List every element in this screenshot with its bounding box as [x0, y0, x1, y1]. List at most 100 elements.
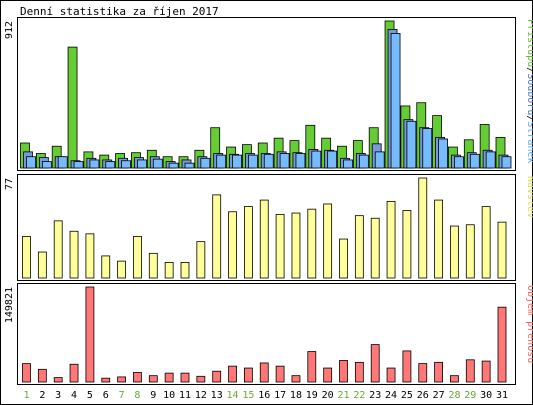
bar-visits-n-v-t-v-day-28: [450, 225, 459, 279]
x-tick-label-day-27: 27: [433, 390, 445, 401]
y-max-label-hits: 912: [4, 21, 15, 39]
legend-visits: Návštěv: [525, 176, 533, 218]
x-tick-label-day-3: 3: [55, 390, 61, 401]
bar-hits-str-nek-day-16: [263, 153, 274, 169]
x-tick-label-day-7: 7: [119, 390, 125, 401]
legend-entry: Přístupů: [525, 19, 533, 67]
bar-visits-n-v-t-v-day-23: [370, 217, 380, 279]
legend-traffic: Objem přenosu: [525, 285, 533, 363]
bar-traffic-objem-p-enosu-day-25: [402, 350, 412, 383]
bar-visits-n-v-t-v-day-6: [101, 255, 111, 279]
x-tick-label-day-15: 15: [242, 390, 254, 401]
bar-visits-n-v-t-v-day-29: [465, 224, 475, 279]
panels-group: 912Přístupů/Souborů/Stránek77Návštěv1498…: [4, 17, 533, 385]
bar-visits-n-v-t-v-day-14: [228, 211, 237, 279]
x-tick-label-day-16: 16: [258, 390, 270, 401]
bar-hits-str-nek-day-6: [105, 161, 116, 169]
bar-hits-str-nek-day-14: [232, 154, 242, 169]
bar-traffic-objem-p-enosu-day-29: [465, 359, 475, 383]
bar-visits-n-v-t-v-day-30: [481, 206, 491, 279]
bar-traffic-objem-p-enosu-day-27: [434, 361, 444, 383]
x-tick-label-day-30: 30: [480, 390, 492, 401]
bar-visits-n-v-t-v-day-24: [386, 200, 396, 279]
bar-hits-str-nek-day-19: [311, 150, 322, 169]
bar-visits-n-v-t-v-day-2: [37, 251, 47, 279]
bar-visits-n-v-t-v-day-20: [323, 203, 333, 279]
bar-hits-str-nek-day-4: [73, 161, 84, 169]
bar-traffic-objem-p-enosu-day-18: [291, 375, 301, 383]
bar-hits-str-nek-day-25: [406, 120, 417, 169]
bar-traffic-objem-p-enosu-day-2: [37, 368, 47, 383]
bar-hits-str-nek-day-12: [200, 157, 211, 169]
legend-separator: /: [525, 67, 533, 73]
bar-traffic-objem-p-enosu-day-1: [22, 363, 31, 383]
bar-traffic-objem-p-enosu-day-14: [228, 365, 237, 383]
bar-hits-str-nek-day-28: [454, 156, 464, 169]
bar-traffic-objem-p-enosu-day-22: [354, 361, 364, 383]
bar-visits-n-v-t-v-day-25: [402, 210, 412, 279]
bar-visits-n-v-t-v-day-27: [434, 199, 444, 279]
bar-traffic-objem-p-enosu-day-19: [307, 351, 317, 383]
y-max-label-traffic: 149821: [4, 287, 15, 323]
bar-hits-str-nek-day-5: [89, 159, 100, 169]
bar-hits-str-nek-day-24: [390, 33, 401, 169]
bar-visits-n-v-t-v-day-17: [275, 213, 285, 279]
legend-entry: Stránek: [525, 121, 533, 163]
bar-traffic-objem-p-enosu-day-30: [481, 360, 491, 383]
bar-visits-n-v-t-v-day-26: [418, 177, 428, 279]
bar-traffic-objem-p-enosu-day-11: [180, 372, 190, 383]
bar-hits-str-nek-day-1: [26, 156, 36, 169]
x-tick-label-day-19: 19: [306, 390, 318, 401]
bar-traffic-objem-p-enosu-day-15: [243, 367, 253, 383]
bar-hits-str-nek-day-18: [295, 153, 306, 169]
x-tick-label-day-22: 22: [353, 390, 365, 401]
x-tick-label-day-14: 14: [227, 390, 239, 401]
bar-hits-str-nek-day-23: [374, 151, 385, 169]
x-tick-label-day-20: 20: [322, 390, 334, 401]
bar-traffic-objem-p-enosu-day-7: [117, 376, 126, 383]
bar-visits-n-v-t-v-day-12: [196, 241, 206, 279]
x-tick-label-day-12: 12: [195, 390, 207, 401]
bar-traffic-objem-p-enosu-day-28: [450, 375, 459, 383]
bar-visits-n-v-t-v-day-3: [53, 220, 63, 279]
bar-traffic-objem-p-enosu-day-8: [133, 372, 142, 383]
bar-visits-n-v-t-v-day-9: [148, 252, 158, 279]
bar-traffic-objem-p-enosu-day-31: [497, 306, 507, 383]
bar-hits-str-nek-day-21: [343, 159, 353, 169]
bar-traffic-objem-p-enosu-day-6: [101, 377, 111, 383]
bar-visits-n-v-t-v-day-10: [164, 262, 174, 279]
bar-traffic-objem-p-enosu-day-21: [339, 360, 348, 383]
bar-traffic-objem-p-enosu-day-24: [386, 367, 396, 383]
bar-traffic-objem-p-enosu-day-13: [212, 370, 222, 383]
bar-traffic-objem-p-enosu-day-4: [69, 363, 79, 383]
bar-visits-n-v-t-v-day-22: [354, 215, 364, 279]
x-tick-label-day-26: 26: [417, 390, 429, 401]
bar-hits-str-nek-day-15: [247, 154, 258, 169]
bar-visits-n-v-t-v-day-16: [259, 199, 269, 279]
bar-visits-n-v-t-v-day-21: [339, 238, 348, 279]
bar-visits-n-v-t-v-day-4: [69, 230, 79, 279]
bar-traffic-objem-p-enosu-day-12: [196, 375, 206, 383]
x-tick-label-day-18: 18: [290, 390, 302, 401]
bar-hits-str-nek-day-13: [216, 154, 227, 169]
bar-traffic-objem-p-enosu-day-20: [323, 367, 333, 383]
bar-hits-str-nek-day-31: [501, 156, 512, 169]
bar-visits-n-v-t-v-day-19: [307, 208, 317, 279]
x-tick-label-day-23: 23: [369, 390, 381, 401]
bar-hits-str-nek-day-27: [438, 138, 449, 169]
x-tick-label-day-11: 11: [179, 390, 191, 401]
bar-hits-str-nek-day-10: [168, 162, 179, 169]
x-tick-label-day-31: 31: [496, 390, 508, 401]
x-tick-label-day-21: 21: [337, 390, 349, 401]
legend-entry: Návštěv: [525, 176, 533, 218]
bar-traffic-objem-p-enosu-day-16: [259, 362, 269, 383]
bar-visits-n-v-t-v-day-8: [133, 236, 142, 279]
bar-traffic-objem-p-enosu-day-26: [418, 363, 428, 383]
bar-visits-n-v-t-v-day-7: [117, 260, 126, 279]
x-tick-label-day-25: 25: [401, 390, 413, 401]
bar-hits-str-nek-day-26: [422, 128, 433, 169]
bar-visits-n-v-t-v-day-31: [497, 221, 507, 279]
x-tick-label-day-5: 5: [87, 390, 93, 401]
bar-traffic-objem-p-enosu-day-10: [164, 372, 174, 383]
